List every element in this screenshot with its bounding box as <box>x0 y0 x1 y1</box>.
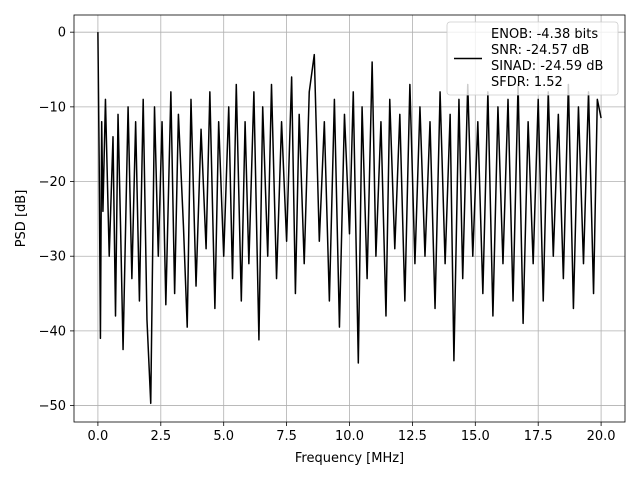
y-axis-label: PSD [dB] <box>14 190 29 248</box>
x-axis-ticks: 0.0 2.5 5.0 7.5 10.0 12.5 15.0 17.5 20.0 <box>88 422 616 444</box>
y-tick-label: −10 <box>39 100 66 115</box>
legend-enob: ENOB: -4.38 bits <box>491 27 598 42</box>
legend-snr: SNR: -24.57 dB <box>491 43 589 58</box>
x-tick-label: 15.0 <box>461 429 490 444</box>
x-tick-label: 12.5 <box>398 429 427 444</box>
x-tick-label: 17.5 <box>524 429 553 444</box>
y-tick-label: 0 <box>58 26 66 41</box>
y-axis-ticks: 0 −10 −20 −30 −40 −50 <box>39 26 74 414</box>
x-tick-label: 7.5 <box>276 429 297 444</box>
legend-box <box>446 21 619 96</box>
legend-sfdr: SFDR: 1.52 <box>491 75 563 90</box>
y-tick-label: −30 <box>39 250 66 265</box>
x-tick-label: 10.0 <box>335 429 364 444</box>
x-tick-label: 0.0 <box>88 429 109 444</box>
x-tick-label: 5.0 <box>213 429 234 444</box>
y-tick-label: −20 <box>39 175 66 190</box>
legend-sinad: SINAD: -24.59 dB <box>491 59 603 74</box>
psd-series-line <box>97 32 602 405</box>
x-tick-label: 2.5 <box>150 429 171 444</box>
y-tick-label: −40 <box>39 324 66 339</box>
plot-area <box>97 32 602 405</box>
y-tick-label: −50 <box>39 399 66 414</box>
legend: ENOB: -4.38 bits SNR: -24.57 dB SINAD: -… <box>446 21 619 96</box>
x-axis-label: Frequency [MHz] <box>295 451 404 466</box>
x-tick-label: 20.0 <box>587 429 616 444</box>
